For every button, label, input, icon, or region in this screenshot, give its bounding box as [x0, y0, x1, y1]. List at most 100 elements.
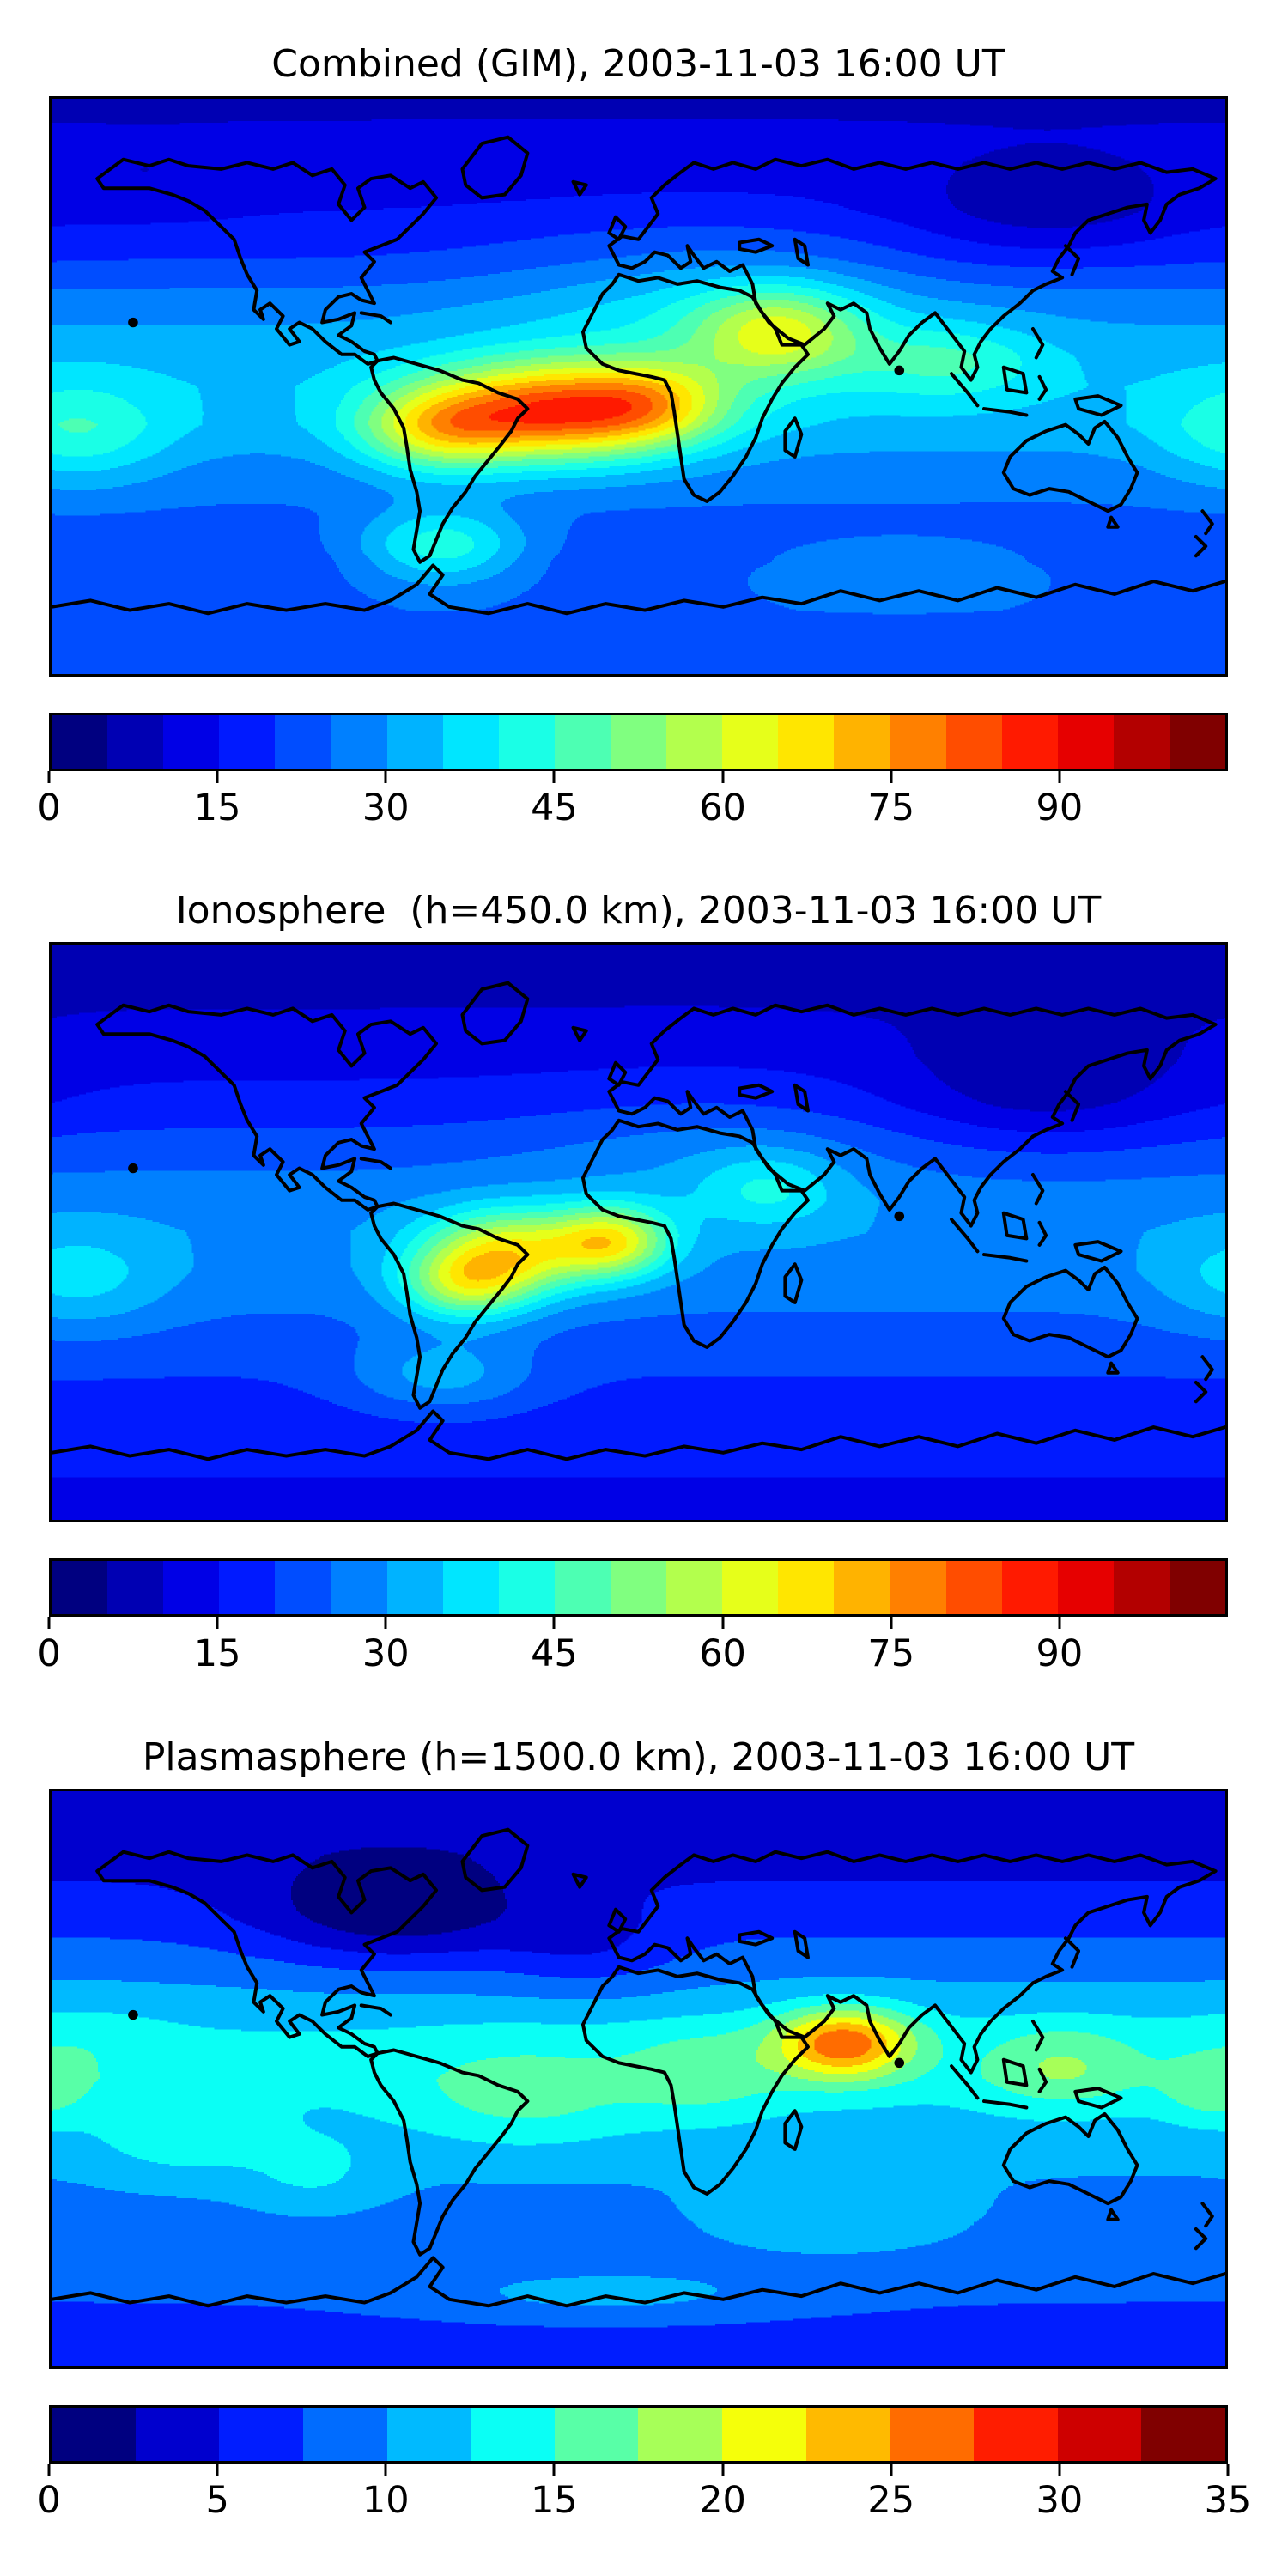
tick-mark — [890, 1617, 893, 1629]
colorbar-segment — [52, 1561, 108, 1614]
colorbar-segment — [1001, 715, 1058, 769]
panel-title-combined: Combined (GIM), 2003-11-03 16:00 UT — [271, 42, 1005, 86]
tick-label: 90 — [1036, 1632, 1084, 1675]
tick-mark — [1226, 2464, 1230, 2476]
colorbar-plasmasphere — [49, 2405, 1228, 2464]
colorbar-combined — [49, 713, 1228, 771]
tick-label: 15 — [193, 1632, 241, 1675]
colorbar-segment — [1113, 715, 1170, 769]
colorbar-segment — [1169, 1561, 1225, 1614]
colorbar-segment — [945, 1561, 1002, 1614]
colorbar-segment — [219, 715, 276, 769]
colorbar-segment — [1001, 1561, 1058, 1614]
tick-mark — [721, 1617, 725, 1629]
tick-mark — [384, 1617, 387, 1629]
colorbar-segment — [834, 1561, 890, 1614]
tick-label: 75 — [867, 1632, 915, 1675]
tick-mark — [890, 771, 893, 783]
colorbar-segment — [163, 1561, 220, 1614]
tick-mark — [47, 2464, 51, 2476]
colorbar-segment — [722, 1561, 779, 1614]
colorbar-segment — [666, 715, 723, 769]
panel-title-ionosphere: Ionosphere (h=450.0 km), 2003-11-03 16:0… — [175, 889, 1102, 933]
colorbar-segment — [945, 715, 1002, 769]
colorbar-segment — [610, 1561, 667, 1614]
world-map-plasmasphere — [49, 1789, 1228, 2369]
colorbar-segment — [219, 2408, 303, 2461]
colorbar-segment — [386, 715, 443, 769]
tick-mark — [1058, 1617, 1061, 1629]
tick-mark — [384, 2464, 387, 2476]
tick-mark — [384, 771, 387, 783]
tick-label: 90 — [1036, 787, 1084, 829]
tick-mark — [552, 1617, 556, 1629]
colorbar-segment — [610, 715, 667, 769]
tick-label: 5 — [205, 2479, 229, 2522]
tick-label: 45 — [531, 1632, 578, 1675]
colorbar-segment — [442, 1561, 499, 1614]
tick-mark — [216, 2464, 219, 2476]
colorbar-segment — [471, 2408, 555, 2461]
tick-mark — [721, 771, 725, 783]
colorbar-segment — [163, 715, 220, 769]
tick-mark — [216, 771, 219, 783]
panel-title-plasmasphere: Plasmasphere (h=1500.0 km), 2003-11-03 1… — [142, 1735, 1135, 1779]
colorbar-segment — [275, 1561, 331, 1614]
colorbar-segment — [890, 2408, 975, 2461]
tick-label: 60 — [699, 1632, 746, 1675]
tick-label: 15 — [193, 787, 241, 829]
world-map-combined — [49, 96, 1228, 677]
colorbar-segment — [666, 1561, 723, 1614]
colorbar-ionosphere — [49, 1558, 1228, 1617]
tick-mark — [47, 771, 51, 783]
tick-label: 35 — [1204, 2479, 1252, 2522]
contour-field-canvas-combined — [52, 99, 1225, 674]
colorbar-segment — [107, 1561, 164, 1614]
colorbar-ticks-ionosphere: 0 15 30 45 60 75 90 — [37, 1617, 1228, 1696]
colorbar-segment — [890, 1561, 946, 1614]
colorbar-segment — [805, 2408, 890, 2461]
coastline-overlay — [52, 945, 1225, 1520]
colorbar-segment — [498, 1561, 555, 1614]
colorbar-segment — [442, 715, 499, 769]
tick-mark — [1058, 771, 1061, 783]
tick-label: 30 — [361, 787, 410, 829]
colorbar-segment — [834, 715, 890, 769]
tick-label: 75 — [867, 787, 915, 829]
colorbar-segment — [1169, 715, 1225, 769]
contour-field-canvas-plasmasphere — [52, 1791, 1225, 2366]
tick-label: 0 — [37, 2479, 61, 2522]
colorbar-segment — [52, 2408, 136, 2461]
world-map-ionosphere — [49, 942, 1228, 1522]
tick-label: 0 — [37, 1632, 61, 1675]
tick-label: 25 — [867, 2479, 915, 2522]
colorbar-segment — [1057, 715, 1114, 769]
tick-label: 30 — [361, 1632, 410, 1675]
tick-mark — [721, 2464, 725, 2476]
colorbar-segment — [722, 715, 779, 769]
colorbar-segment — [554, 2408, 639, 2461]
colorbar-ticks-plasmasphere: 0 5 10 15 20 25 30 35 — [37, 2464, 1251, 2543]
tick-label: 15 — [531, 2479, 578, 2522]
tick-label: 30 — [1036, 2479, 1084, 2522]
tick-label: 20 — [699, 2479, 746, 2522]
colorbar-segment — [275, 715, 331, 769]
tick-mark — [1058, 2464, 1061, 2476]
colorbar-segment — [554, 1561, 611, 1614]
colorbar-segment — [778, 715, 835, 769]
colorbar-segment — [722, 2408, 806, 2461]
colorbar-segment — [1057, 1561, 1114, 1614]
colorbar-segment — [52, 715, 108, 769]
colorbar-segment — [638, 2408, 723, 2461]
colorbar-segment — [107, 715, 164, 769]
tick-mark — [216, 1617, 219, 1629]
colorbar-segment — [386, 1561, 443, 1614]
tick-label: 10 — [361, 2479, 410, 2522]
contour-field-canvas-ionosphere — [52, 945, 1225, 1520]
tick-label: 60 — [699, 787, 746, 829]
colorbar-segment — [554, 715, 611, 769]
colorbar-segment — [778, 1561, 835, 1614]
coastline-overlay — [52, 99, 1225, 674]
colorbar-segment — [498, 715, 555, 769]
